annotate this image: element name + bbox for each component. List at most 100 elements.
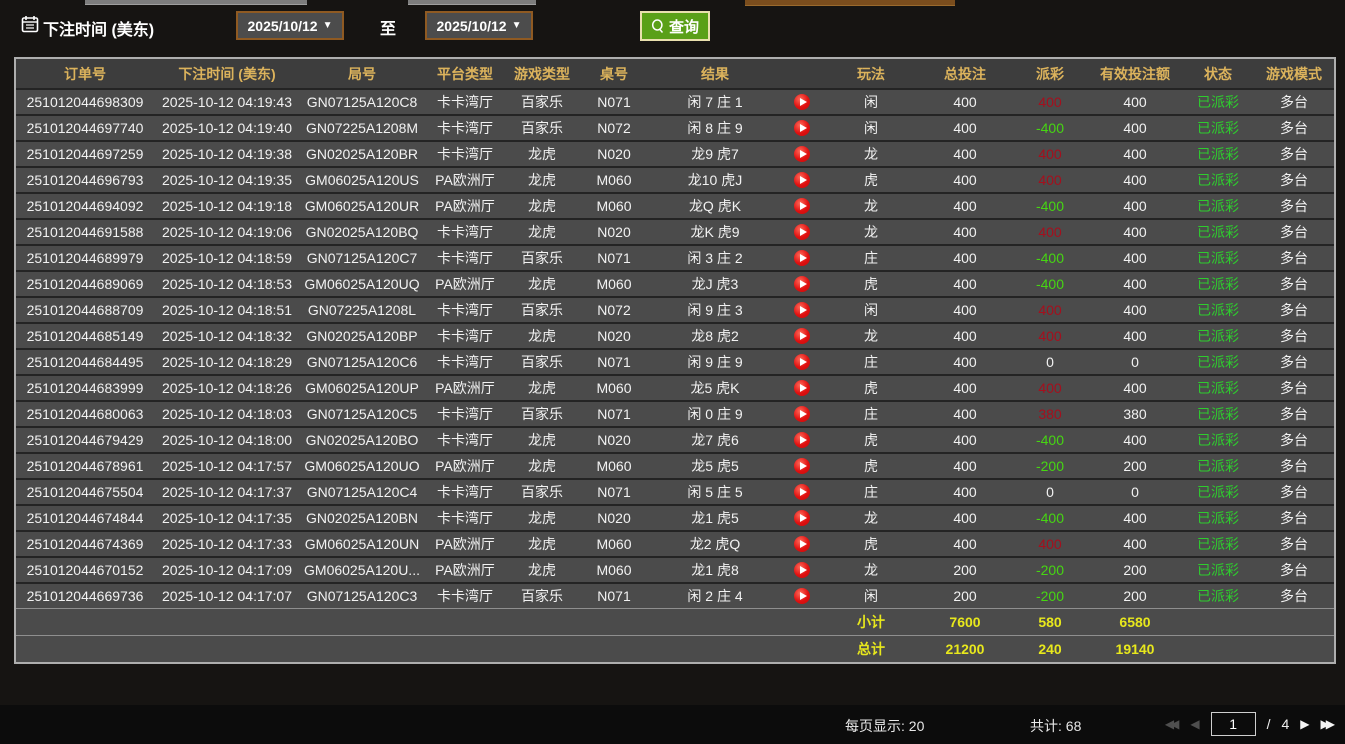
cell-order-no: 251012044689979: [26, 250, 144, 266]
cell-platform: 卡卡湾厅: [437, 354, 493, 370]
cell-valid-bet: 400: [1123, 172, 1147, 188]
cell-game-type: 龙虎: [528, 458, 556, 474]
header-game-type: 游戏类型: [514, 65, 570, 82]
cell-platform: 卡卡湾厅: [437, 94, 493, 110]
table-row: 251012044670152 2025-10-12 04:17:09 GM06…: [16, 556, 1334, 582]
replay-video-icon[interactable]: [794, 536, 810, 552]
cell-table-no: M060: [596, 276, 632, 292]
cell-platform: PA欧洲厅: [435, 562, 495, 578]
cell-bet-option: 龙: [864, 510, 878, 526]
cell-total-bet: 400: [953, 328, 977, 344]
cell-bet-time: 2025-10-12 04:19:40: [162, 120, 292, 136]
cell-order-no: 251012044678961: [26, 458, 144, 474]
replay-video-icon[interactable]: [794, 562, 810, 578]
page-number-input[interactable]: [1210, 712, 1256, 736]
table-row: 251012044697259 2025-10-12 04:19:38 GN02…: [16, 140, 1334, 166]
cell-game-type: 龙虎: [528, 536, 556, 552]
replay-video-icon[interactable]: [794, 146, 810, 162]
cell-total-bet: 400: [953, 250, 977, 266]
cell-platform: PA欧洲厅: [435, 276, 495, 292]
replay-video-icon[interactable]: [794, 510, 810, 526]
replay-video-icon[interactable]: [794, 588, 810, 604]
cell-round-no: GN02025A120BR: [305, 146, 419, 162]
cell-result: 闲 7 庄 1: [687, 94, 743, 110]
cell-bet-time: 2025-10-12 04:19:35: [162, 172, 292, 188]
grand-total-label: 总计: [857, 641, 885, 657]
cell-game-mode: 多台: [1280, 328, 1308, 344]
cell-replay: [780, 120, 824, 136]
next-page-icon[interactable]: ▶: [1300, 717, 1310, 731]
replay-video-icon[interactable]: [794, 458, 810, 474]
cell-game-mode: 多台: [1280, 94, 1308, 110]
cell-bet-option: 龙: [864, 328, 878, 344]
cell-valid-bet: 400: [1123, 120, 1147, 136]
replay-video-icon[interactable]: [794, 354, 810, 370]
cell-replay: [780, 562, 824, 578]
cell-round-no: GN07125A120C6: [306, 354, 418, 370]
cell-replay: [780, 94, 824, 110]
previous-page-icon[interactable]: ◀: [1190, 717, 1200, 731]
cell-round-no: GM06025A120UP: [305, 380, 419, 396]
cell-game-type: 龙虎: [528, 146, 556, 162]
status-badge: 已派彩: [1197, 588, 1239, 604]
cell-valid-bet: 0: [1131, 354, 1139, 370]
status-badge: 已派彩: [1197, 224, 1239, 240]
cell-game-mode: 多台: [1280, 510, 1308, 526]
cell-game-type: 百家乐: [521, 250, 563, 266]
cell-replay: [780, 146, 824, 162]
replay-video-icon[interactable]: [794, 406, 810, 422]
cell-valid-bet: 400: [1123, 276, 1147, 292]
cell-game-type: 龙虎: [528, 380, 556, 396]
replay-video-icon[interactable]: [794, 198, 810, 214]
replay-video-icon[interactable]: [794, 250, 810, 266]
query-button[interactable]: 查询: [640, 11, 710, 41]
replay-video-icon[interactable]: [794, 120, 810, 136]
date-from-select[interactable]: 2025/10/12 ▼: [236, 11, 344, 40]
status-badge: 已派彩: [1197, 302, 1239, 318]
cell-round-no: GN02025A120BP: [306, 328, 418, 344]
status-badge: 已派彩: [1197, 276, 1239, 292]
table-row: 251012044684495 2025-10-12 04:18:29 GN07…: [16, 348, 1334, 374]
replay-video-icon[interactable]: [794, 172, 810, 188]
status-badge: 已派彩: [1197, 146, 1239, 162]
cell-table-no: N071: [597, 354, 631, 370]
date-to-select[interactable]: 2025/10/12 ▼: [425, 11, 533, 40]
cell-round-no: GN07225A1208M: [305, 120, 419, 136]
cell-round-no: GM06025A120UQ: [304, 276, 420, 292]
replay-video-icon[interactable]: [794, 380, 810, 396]
replay-video-icon[interactable]: [794, 484, 810, 500]
cell-platform: PA欧洲厅: [435, 380, 495, 396]
header-valid-bet: 有效投注额: [1100, 65, 1170, 82]
cell-platform: 卡卡湾厅: [437, 588, 493, 604]
replay-video-icon[interactable]: [794, 94, 810, 110]
replay-video-icon[interactable]: [794, 432, 810, 448]
cell-order-no: 251012044697259: [26, 146, 144, 162]
replay-video-icon[interactable]: [794, 328, 810, 344]
cutoff-fragment-middle: [408, 0, 536, 5]
cell-order-no: 251012044675504: [26, 484, 144, 500]
cell-game-mode: 多台: [1280, 120, 1308, 136]
cell-replay: [780, 588, 824, 604]
cell-result: 闲 2 庄 4: [687, 588, 743, 604]
cell-result: 龙K 虎9: [690, 224, 740, 240]
cell-platform: PA欧洲厅: [435, 198, 495, 214]
cell-payout: 400: [1038, 536, 1062, 552]
table-row: 251012044688709 2025-10-12 04:18:51 GN07…: [16, 296, 1334, 322]
cell-table-no: M060: [596, 536, 632, 552]
last-page-icon[interactable]: ▶▶: [1320, 717, 1336, 731]
replay-video-icon[interactable]: [794, 224, 810, 240]
cell-result: 龙Q 虎K: [688, 198, 742, 214]
cell-bet-option: 闲: [864, 302, 878, 318]
page-separator: /: [1266, 716, 1271, 732]
subtotal-valid: 6580: [1119, 614, 1151, 630]
replay-video-icon[interactable]: [794, 276, 810, 292]
cell-game-type: 龙虎: [528, 172, 556, 188]
cell-bet-time: 2025-10-12 04:19:06: [162, 224, 292, 240]
first-page-icon[interactable]: ◀◀: [1164, 717, 1180, 731]
subtotal-payout: 580: [1038, 614, 1062, 630]
pager-controls: ◀◀ ◀ / 4 ▶ ▶▶: [1165, 712, 1335, 736]
cell-platform: 卡卡湾厅: [437, 120, 493, 136]
cell-bet-option: 庄: [864, 354, 878, 370]
replay-video-icon[interactable]: [794, 302, 810, 318]
cell-payout: -200: [1035, 588, 1065, 604]
